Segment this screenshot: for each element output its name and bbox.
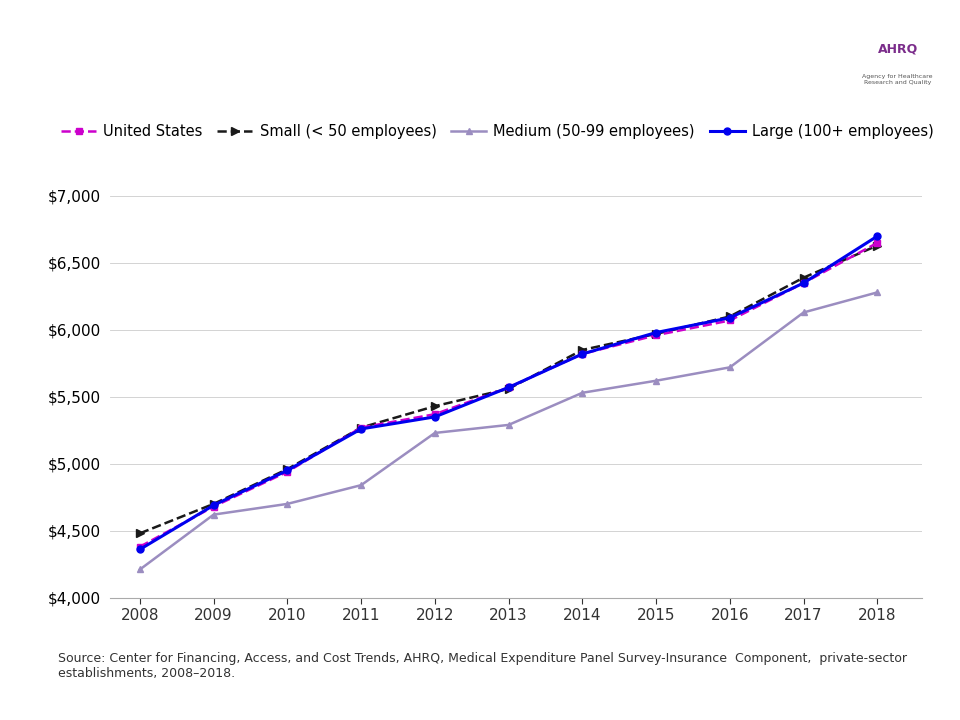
Text: employee, overall and by firm size, 2008–2018: employee, overall and by firm size, 2008… bbox=[149, 78, 696, 98]
FancyBboxPatch shape bbox=[811, 5, 960, 117]
Legend: United States, Small (< 50 employees), Medium (50-99 employees), Large (100+ emp: United States, Small (< 50 employees), M… bbox=[56, 118, 940, 145]
Text: Source: Center for Financing, Access, and Cost Trends, AHRQ, Medical Expenditure: Source: Center for Financing, Access, an… bbox=[58, 652, 906, 680]
Text: AHRQ: AHRQ bbox=[877, 42, 918, 55]
Text: Agency for Healthcare
Research and Quality: Agency for Healthcare Research and Quali… bbox=[862, 74, 933, 85]
Text: Figure 6. Average total single premium per enrolled private-sector: Figure 6. Average total single premium p… bbox=[29, 27, 816, 47]
